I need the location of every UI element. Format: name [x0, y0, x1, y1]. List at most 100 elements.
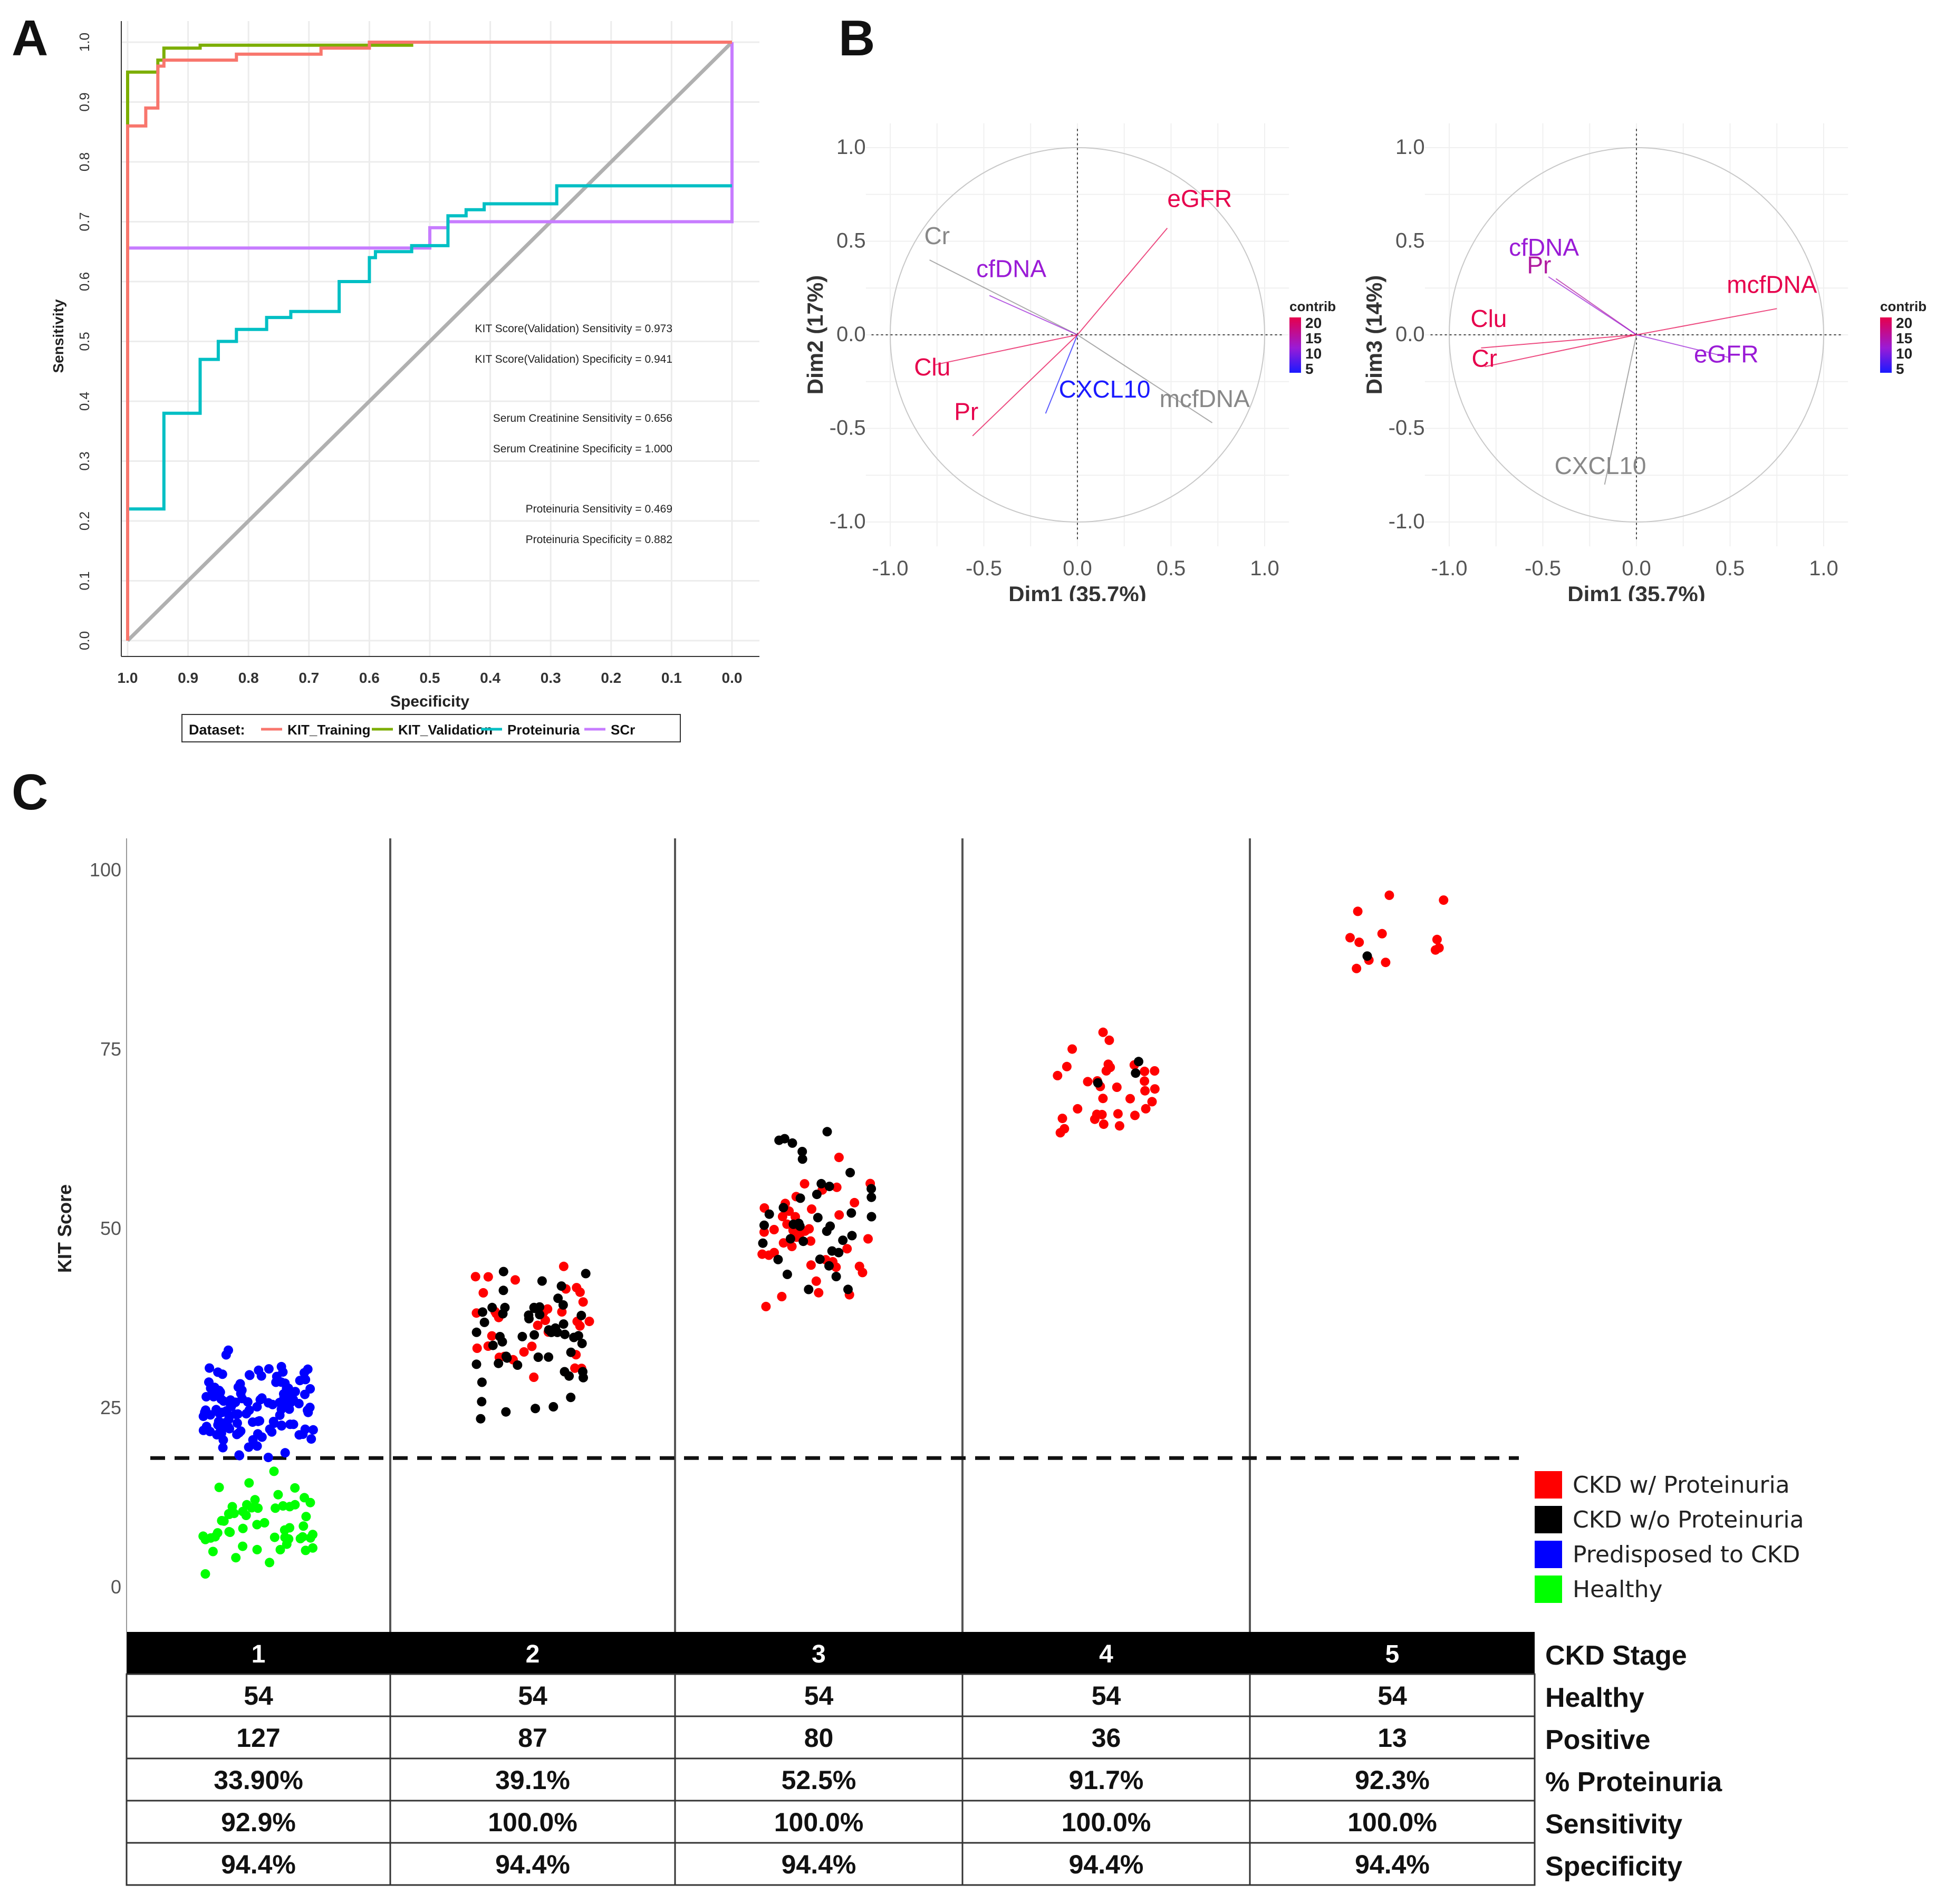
kit-point-ckd-no-proteinuria [513, 1360, 523, 1370]
kit-point-ckd-proteinuria [1140, 1086, 1150, 1096]
kit-point-ckd-proteinuria [1099, 1119, 1109, 1129]
table-cell: 52.5% [782, 1765, 856, 1795]
kit-point-predisposed [235, 1451, 245, 1461]
table-cell: 54 [244, 1681, 273, 1710]
kit-point-predisposed [282, 1383, 292, 1393]
pca-vector-cfdna [1548, 276, 1637, 335]
kit-point-healthy [271, 1503, 281, 1513]
table-cell: 94.4% [782, 1850, 856, 1879]
roc-diagonal [126, 41, 734, 642]
pca-x-axis-title: Dim1 (35.7%) [1567, 582, 1705, 601]
kit-point-ckd-no-proteinuria [795, 1221, 805, 1231]
roc-annotation: Proteinuria Specificity = 0.882 [526, 534, 672, 546]
pca-y-tick-label: 0.5 [1395, 229, 1425, 253]
pca-x-tick-label: 0.5 [1157, 557, 1186, 580]
kit-point-healthy [208, 1547, 218, 1557]
roc-x-tick-label: 1.0 [118, 670, 138, 686]
kit-point-ckd-no-proteinuria [787, 1138, 797, 1148]
kit-point-predisposed [252, 1441, 262, 1451]
kit-point-ckd-no-proteinuria [477, 1377, 487, 1387]
roc-x-tick-label: 0.2 [601, 670, 621, 686]
kit-point-ckd-no-proteinuria [529, 1303, 540, 1313]
pca-y-tick-label: -0.5 [830, 417, 866, 440]
kit-point-ckd-proteinuria [1150, 1084, 1160, 1094]
roc-x-tick-label: 0.3 [541, 670, 561, 686]
legend-swatch-green [1535, 1576, 1562, 1603]
table-row [126, 1757, 1536, 1802]
kit-point-ckd-proteinuria [778, 1238, 788, 1248]
kit-point-ckd-no-proteinuria [488, 1340, 498, 1350]
roc-y-tick-label: 0.6 [76, 272, 92, 291]
kit-point-ckd-proteinuria [487, 1331, 497, 1341]
kit-point-ckd-proteinuria [759, 1227, 769, 1237]
kit-point-ckd-no-proteinuria [838, 1235, 848, 1245]
kit-point-ckd-no-proteinuria [759, 1220, 769, 1230]
kit-point-healthy [252, 1520, 262, 1530]
table-row [126, 1673, 1536, 1717]
kit-point-ckd-no-proteinuria [529, 1330, 540, 1340]
kit-point-predisposed [236, 1426, 246, 1436]
kit-point-predisposed [206, 1383, 216, 1393]
roc-annotation: Serum Creatinine Sensitivity = 0.656 [493, 412, 672, 424]
kit-point-ckd-no-proteinuria [845, 1167, 855, 1177]
kit-point-ckd-proteinuria [558, 1261, 569, 1271]
kit-point-ckd-proteinuria [1353, 906, 1363, 916]
kit-point-ckd-no-proteinuria [797, 1154, 807, 1164]
kit-point-ckd-no-proteinuria [785, 1234, 795, 1244]
roc-legend-label: KIT_Training [287, 722, 370, 738]
pca-vector-label-pr: Pr [954, 398, 978, 426]
table-cell: 91.7% [1069, 1765, 1144, 1795]
kit-point-ckd-proteinuria [570, 1363, 580, 1373]
pca-vector-label-clu: Clu [1470, 305, 1507, 332]
roc-legend-title: Dataset: [189, 722, 245, 738]
kit-point-ckd-proteinuria [1432, 934, 1442, 944]
table-stage-header: 5 [1385, 1640, 1400, 1668]
kit-point-ckd-no-proteinuria [846, 1208, 856, 1218]
kit-point-ckd-no-proteinuria [502, 1353, 512, 1363]
roc-x-tick-label: 0.4 [480, 670, 500, 686]
kit-point-ckd-proteinuria [842, 1244, 852, 1254]
kit-point-ckd-no-proteinuria [577, 1338, 587, 1348]
pca-legend-tick: 20 [1896, 315, 1912, 331]
kit-point-ckd-proteinuria [511, 1275, 520, 1285]
kit-point-predisposed [243, 1397, 253, 1407]
kit-point-healthy [224, 1527, 234, 1536]
kit-point-predisposed [225, 1424, 235, 1434]
legend-swatch-black [1535, 1506, 1562, 1533]
pca-legend-tick: 10 [1305, 345, 1322, 362]
roc-y-tick-label: 0.7 [76, 212, 92, 231]
panel-label-c: C [12, 764, 49, 820]
kit-point-predisposed [257, 1393, 267, 1403]
kit-point-healthy [252, 1544, 262, 1554]
kit-point-ckd-no-proteinuria [497, 1337, 507, 1347]
roc-curve-kit_validation [126, 41, 732, 641]
kit-point-predisposed [276, 1377, 286, 1387]
kit-point-ckd-proteinuria [807, 1204, 816, 1214]
kit-point-ckd-no-proteinuria [498, 1267, 508, 1277]
kit-point-healthy [280, 1525, 290, 1535]
kit-point-ckd-proteinuria [1097, 1109, 1107, 1119]
kit-point-ckd-proteinuria [1381, 958, 1391, 968]
kit-point-predisposed [252, 1402, 262, 1412]
kit-point-healthy [308, 1543, 317, 1553]
pca-vector-egfr [1636, 334, 1729, 358]
table-cell: 87 [518, 1723, 547, 1753]
kit-point-predisposed [288, 1419, 298, 1429]
kit-point-predisposed [213, 1420, 223, 1430]
kit-point-ckd-no-proteinuria [558, 1300, 568, 1310]
kit-y-tick-label: 75 [100, 1038, 121, 1060]
kit-point-ckd-proteinuria [832, 1182, 842, 1192]
kit-point-ckd-no-proteinuria [824, 1261, 834, 1271]
kit-point-healthy [290, 1483, 300, 1493]
kit-point-ckd-proteinuria [1098, 1027, 1108, 1037]
kit-point-predisposed [230, 1409, 240, 1419]
table-cell: 94.4% [1355, 1850, 1430, 1879]
kit-point-predisposed [275, 1410, 285, 1420]
kit-point-predisposed [295, 1376, 305, 1386]
kit-point-ckd-proteinuria [575, 1321, 585, 1331]
kit-point-ckd-proteinuria [529, 1373, 539, 1382]
kit-point-ckd-no-proteinuria [558, 1319, 569, 1329]
table-cell: 36 [1092, 1723, 1121, 1753]
pca-y-tick-label: 0.0 [1395, 323, 1425, 346]
kit-point-ckd-no-proteinuria [843, 1284, 853, 1294]
